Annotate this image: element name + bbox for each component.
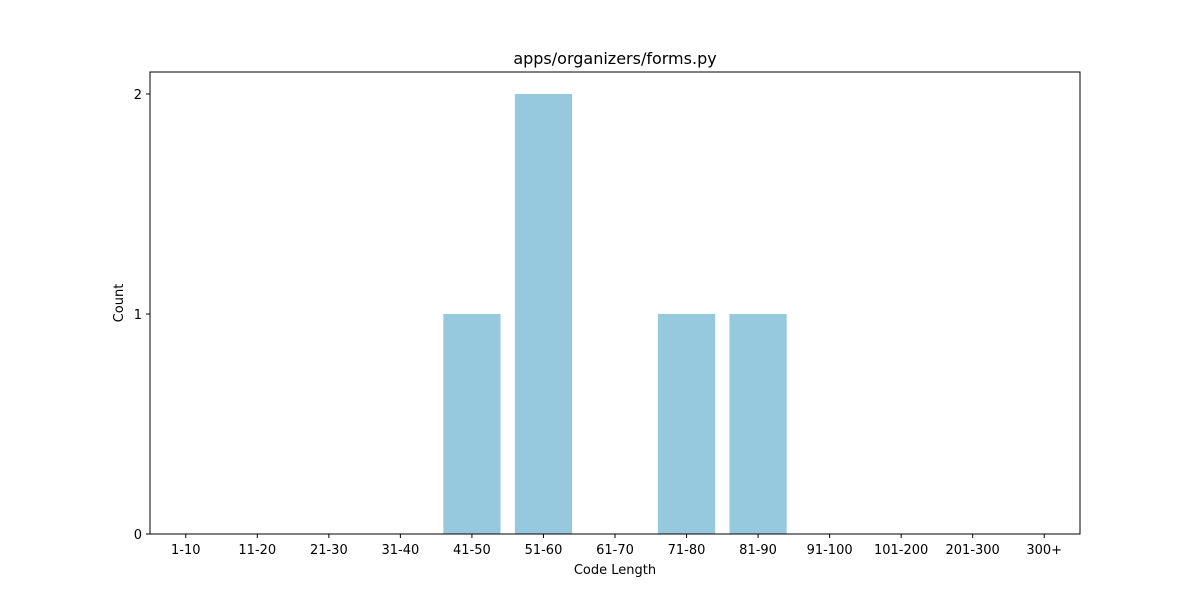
x-tick-label: 201-300 [946, 543, 1000, 558]
bar-71-80 [657, 314, 716, 534]
x-tick-label: 61-70 [596, 543, 634, 558]
bars-layer [443, 94, 787, 534]
x-tick-label: 11-20 [238, 543, 276, 558]
plot-frame [149, 71, 1081, 535]
y-tick-label: 0 [134, 528, 142, 543]
chart-title: apps/organizers/forms.py [513, 49, 716, 68]
x-tick-label: 71-80 [668, 543, 706, 558]
x-tick-label: 91-100 [807, 543, 853, 558]
x-tick-label: 51-60 [525, 543, 563, 558]
x-tick-label: 101-200 [874, 543, 928, 558]
x-axis-label: Code Length [574, 563, 656, 578]
x-tick-label: 41-50 [453, 543, 491, 558]
bar-41-50 [443, 314, 501, 534]
x-tick-label: 31-40 [381, 543, 419, 558]
x-tick-label: 81-90 [739, 543, 777, 558]
y-axis-ticks: 0 1 2 [134, 88, 150, 543]
x-axis-ticks: 1-10 11-20 21-30 31-40 41-50 51-60 61-70 71-80 8… [171, 534, 1062, 558]
x-tick-label: 300+ [1026, 543, 1062, 558]
bar-81-90 [729, 314, 787, 534]
x-tick-label: 21-30 [310, 543, 348, 558]
y-tick-label: 2 [134, 88, 142, 103]
y-axis-label: Count [112, 284, 127, 323]
x-tick-label: 1-10 [171, 543, 201, 558]
bar-51-60 [514, 94, 573, 534]
y-tick-label: 1 [134, 308, 142, 323]
